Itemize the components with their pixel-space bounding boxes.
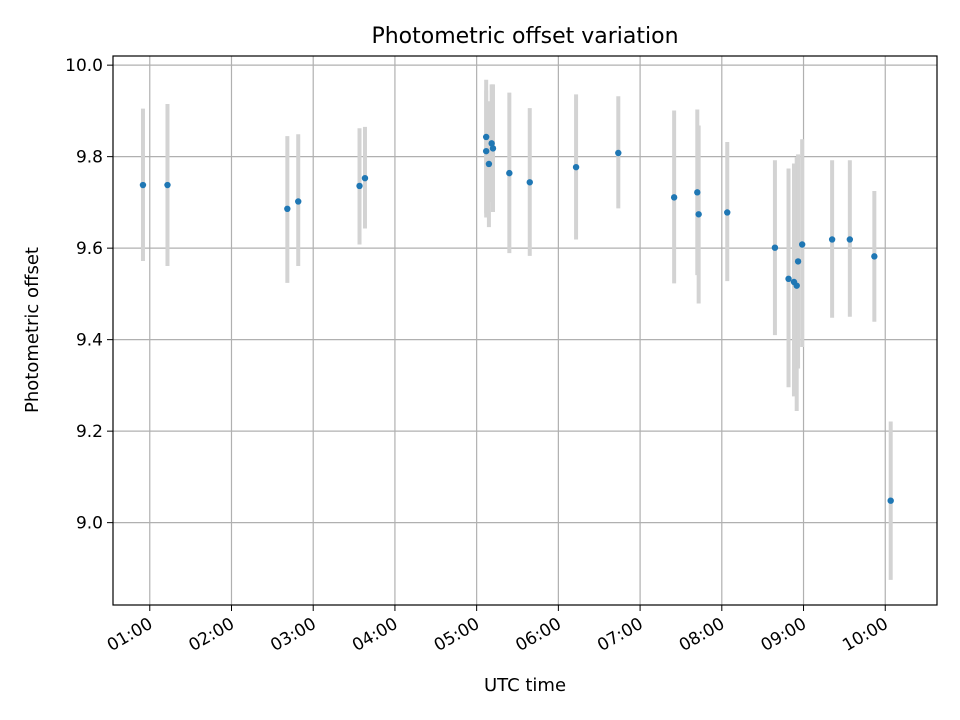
data-point xyxy=(482,147,490,155)
data-point xyxy=(572,163,580,171)
data-point xyxy=(771,244,779,251)
data-point xyxy=(295,198,302,205)
data-point xyxy=(488,140,495,147)
data-point xyxy=(506,169,513,177)
y-tick-label: 10.0 xyxy=(65,56,103,76)
data-points xyxy=(139,133,894,504)
y-axis-ticks: 9.0 9.2 9.4 9.6 9.8 10.0 xyxy=(65,56,113,534)
data-point xyxy=(670,194,678,201)
data-point xyxy=(828,236,836,243)
y-tick-label: 9.0 xyxy=(76,514,103,534)
x-axis-label: UTC time xyxy=(484,675,566,696)
y-axis-label: Photometric offset xyxy=(22,247,43,413)
data-point xyxy=(164,181,171,189)
y-tick-label: 9.2 xyxy=(76,422,103,442)
y-tick-label: 9.4 xyxy=(76,331,103,351)
data-point xyxy=(871,253,878,260)
data-point xyxy=(615,149,622,157)
data-point xyxy=(846,236,854,243)
data-point xyxy=(794,258,802,265)
data-point xyxy=(793,282,800,289)
y-tick-label: 9.6 xyxy=(76,239,103,259)
data-point xyxy=(798,241,806,248)
data-point xyxy=(785,275,792,283)
data-point xyxy=(482,133,490,141)
data-point xyxy=(526,179,533,186)
data-point xyxy=(485,160,493,168)
data-point xyxy=(695,211,702,218)
data-point xyxy=(694,189,701,196)
data-point xyxy=(361,174,369,182)
plot-frame xyxy=(112,55,938,606)
data-point xyxy=(489,145,497,152)
data-point xyxy=(284,205,291,213)
y-tick-label: 9.8 xyxy=(76,148,103,168)
data-point xyxy=(356,182,363,190)
data-point xyxy=(887,497,894,504)
chart-title: Photometric offset variation xyxy=(371,24,678,49)
data-point xyxy=(724,209,731,216)
data-point xyxy=(139,181,147,189)
